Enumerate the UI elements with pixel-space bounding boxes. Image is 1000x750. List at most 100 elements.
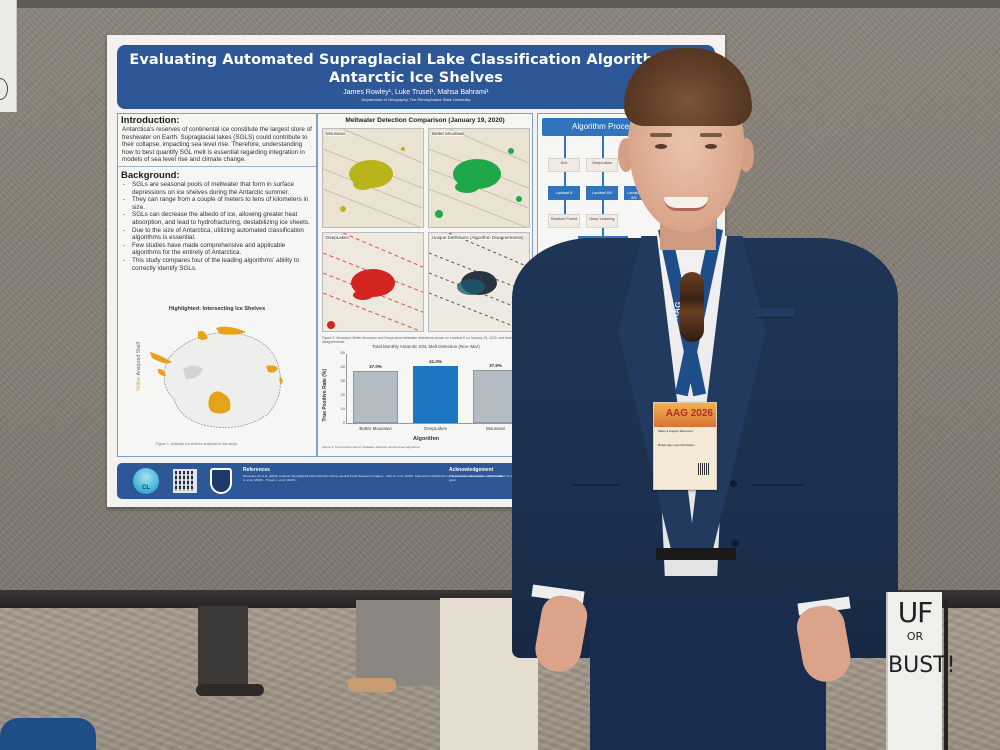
bar-value-label: 37.0% [369, 364, 382, 369]
sunglasses [680, 272, 704, 342]
comparison-title: Meltwater Detection Comparison (January … [345, 117, 505, 124]
poster-authors: James Rowley¹, Luke Trusel¹, Mahsa Bahra… [343, 89, 489, 96]
bar-deeplakes [413, 366, 458, 423]
bullet-item: Few studies have made comprehensive and … [122, 242, 312, 257]
bullet-item: They can range from a couple of meters t… [122, 196, 312, 211]
meltwater-map-icon [323, 233, 423, 331]
antarctica-outline-icon [150, 326, 283, 428]
comparison-caption: Figure 2. Moussavi, Better Moussavi and … [322, 336, 523, 344]
eyebrow [700, 133, 722, 137]
y-tick: 30 [340, 378, 345, 383]
y-tick: 10 [340, 406, 345, 411]
background-person-shoe [348, 678, 396, 692]
bar-category-label: Moussavi [485, 426, 505, 431]
tile-label: DeepLakes [326, 235, 349, 240]
navy-pants [590, 600, 826, 750]
chart-title: Total Monthly Antarctic SGL Melt Detecti… [372, 344, 480, 349]
bar-better-moussavi [353, 371, 398, 423]
map-title: Highlighted: Intersecting Ice Shelves [168, 306, 266, 312]
y-tick: 0 [342, 420, 345, 425]
y-tick: 50 [340, 350, 345, 355]
poster-header: Evaluating Automated Supraglacial Lake C… [117, 45, 715, 109]
badge-section-title: Mobile App Login Information [658, 444, 695, 447]
smile [664, 197, 708, 211]
flow-arrow-icon [564, 200, 566, 214]
sign-stand [944, 600, 948, 750]
chart-x-label: Algorithm [413, 436, 439, 442]
tile-label: Unique Detections (Algorithm Disagreemen… [432, 235, 524, 240]
chart-y-label: True Positive Rate (%) [322, 369, 328, 422]
left-column: Introduction: Antarctica's reserves of c… [117, 113, 317, 457]
section-divider [118, 165, 316, 167]
middle-column: Meltwater Detection Comparison (January … [317, 113, 533, 457]
bar-value-label: 41.0% [429, 359, 442, 364]
bar-category-label: DeepLakes [424, 426, 447, 431]
sign-line-2: OR [906, 630, 924, 643]
right-side-pocket [752, 484, 804, 500]
title-line-2: Antarctic Ice Shelves [328, 70, 503, 86]
better-moussavi-image: Better Moussavi [428, 128, 530, 228]
badge-event-name: AAG 2026 [654, 403, 716, 427]
bullet-item: SGLs can decrease the albedo of ice, all… [122, 211, 312, 226]
eye [655, 144, 667, 149]
flow-box-landsat89: Landsat 8/9 [586, 186, 618, 200]
background-person-shoe [196, 684, 264, 696]
flow-box-deeplakes: DeepLakes [586, 158, 618, 172]
board-top-edge [0, 0, 1000, 8]
handwritten-sign: UF OR BUST! [886, 592, 956, 750]
references-body: Moussavi, M. et al. (2020). Antarctic Su… [243, 474, 503, 482]
acknowledgement-body: This research was supported by the NASA … [449, 474, 535, 482]
circle-graphic [0, 78, 8, 100]
flow-arrow-icon [602, 136, 604, 158]
bar-chart: 0 10 20 30 40 50 37.0% Better Moussavi 4… [341, 350, 526, 431]
bullet-item: Due to the size of Antarctica, utilizing… [122, 227, 312, 242]
bullet-item: SGLs are seasonal pools of meltwater tha… [122, 181, 312, 196]
sign-line-3: BUST! [888, 653, 956, 678]
antarctica-map: Highlighted: Intersecting Ice Shelves Ye… [128, 302, 306, 452]
conference-badge: AAG 2026 Safety & Support Resources Mobi… [653, 402, 717, 490]
jacket-button [730, 480, 737, 487]
blue-bag [0, 718, 96, 750]
flow-box-deep-learning: Deep Learning [586, 214, 618, 228]
background-person-legs [356, 600, 440, 686]
flow-arrow-icon [602, 228, 604, 236]
flow-arrow-icon [564, 136, 566, 158]
breast-pocket [754, 308, 794, 318]
badge-qr-icon [698, 463, 710, 475]
poster-department: Department of Geography, The Pennsylvani… [361, 97, 471, 102]
title-line-1: Evaluating Automated Supraglacial Lake C… [129, 52, 703, 68]
y-tick: 40 [340, 364, 345, 369]
badge-section-title: Safety & Support Resources [658, 430, 694, 433]
hair [624, 48, 752, 126]
bar-value-label: 37.6% [489, 363, 502, 368]
flow-arrow-icon [602, 172, 604, 186]
penn-state-shield-icon [210, 468, 232, 494]
sign-line-1: UF [897, 596, 934, 629]
map-caption: Figure 1. Antarctic ice shelves analyzed… [156, 442, 238, 446]
badge-info: Safety & Support Resources Mobile App Lo… [654, 427, 716, 451]
bar-moussavi [473, 370, 518, 423]
background-bullets: SGLs are seasonal pools of meltwater tha… [118, 181, 316, 272]
meltwater-map-icon [323, 129, 423, 227]
references-heading: References [243, 467, 270, 473]
flow-arrow-icon [602, 200, 604, 214]
adjacent-poster-edge [0, 0, 17, 112]
introduction-body: Antarctica's reserves of continental ice… [122, 126, 312, 164]
tile-label: Better Moussavi [432, 131, 465, 136]
left-side-pocket [572, 484, 620, 500]
qr-code-icon [173, 469, 197, 493]
bullet-item: This study compares four of the leading … [122, 257, 312, 272]
background-heading: Background: [121, 169, 180, 181]
eyebrow [650, 133, 672, 137]
cl-logo-icon: CL [133, 468, 159, 494]
chart-caption: Figure 3. True positive rate of meltwate… [322, 445, 420, 449]
background-person-legs [198, 606, 248, 694]
deeplakes-image: DeepLakes [322, 232, 424, 332]
acknowledgement-heading: Acknowledgement [449, 467, 494, 473]
presenter: AAG AAG 2026 Safety & Support Resources … [510, 40, 900, 750]
belt [656, 548, 736, 560]
y-tick: 20 [340, 392, 345, 397]
meltwater-map-icon [429, 129, 529, 227]
poster-title: Evaluating Automated Supraglacial Lake C… [117, 45, 715, 87]
flow-arrow-icon [564, 172, 566, 186]
